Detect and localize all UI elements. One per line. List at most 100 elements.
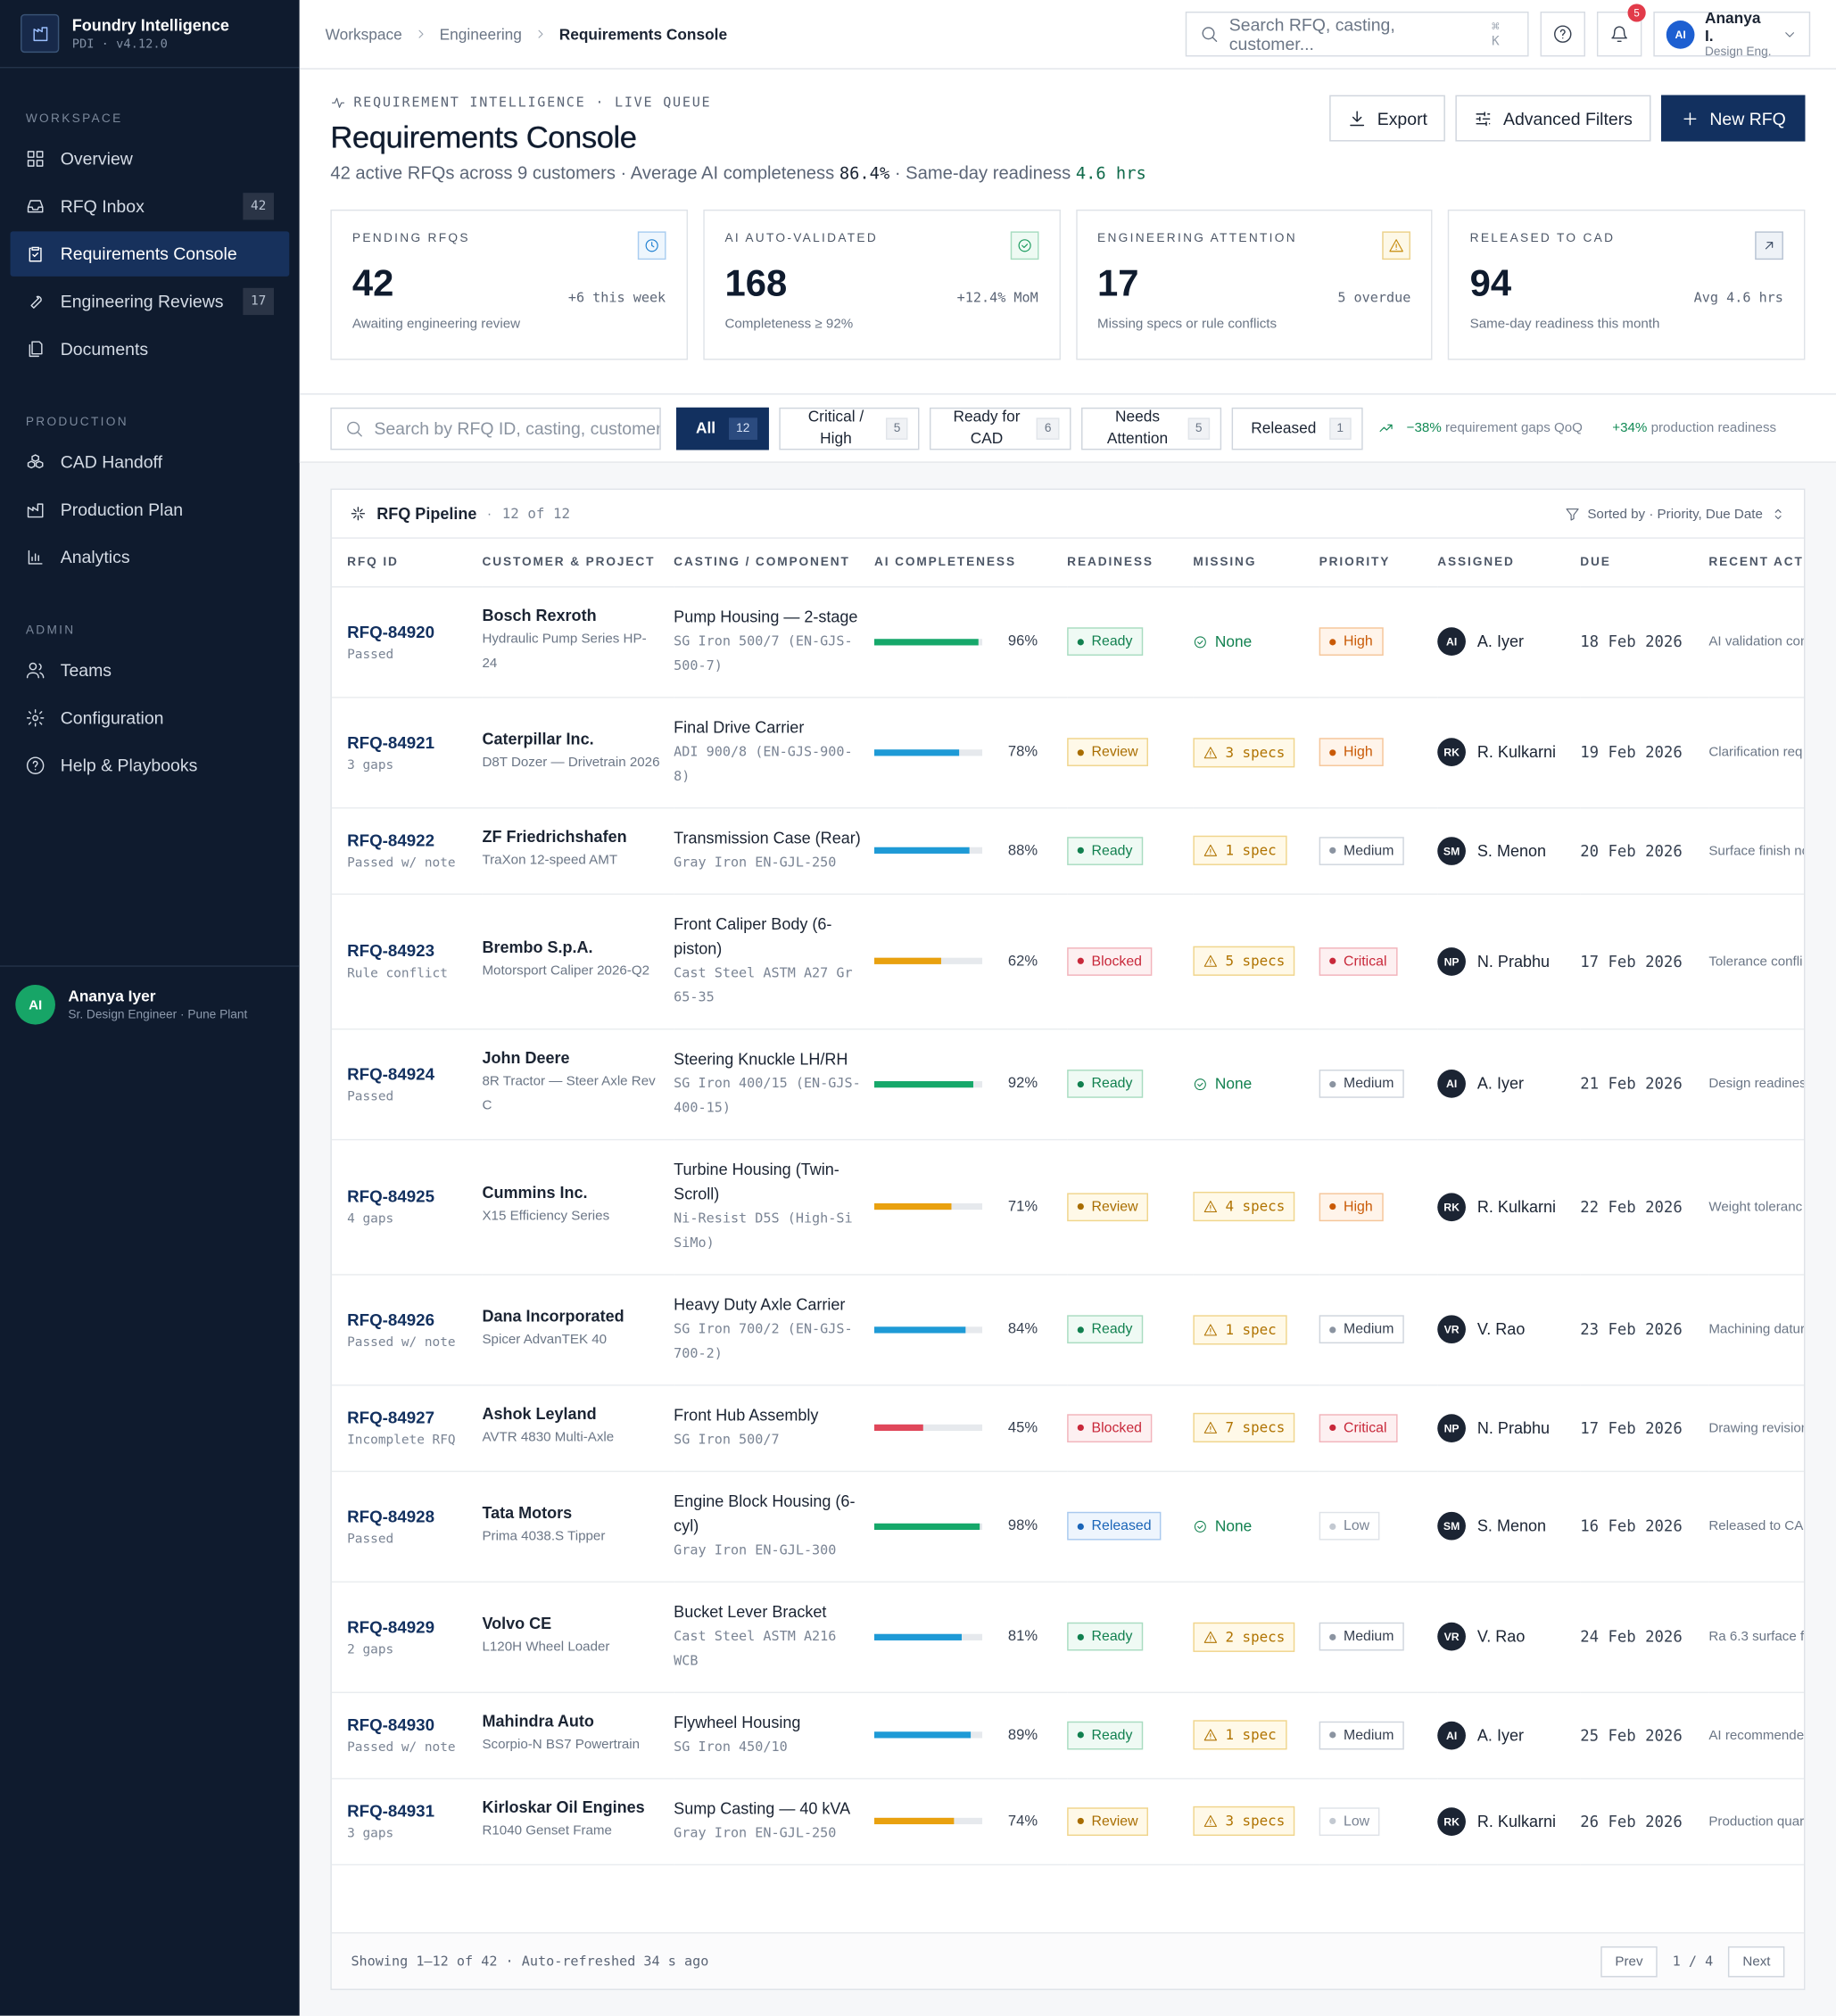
completeness-label: 84% (1007, 1321, 1038, 1337)
nav-item[interactable]: Analytics (11, 535, 290, 580)
completeness-label: 71% (1007, 1198, 1038, 1215)
nav-item[interactable]: Production Plan (11, 487, 290, 532)
nav-item[interactable]: CAD Handoff (11, 440, 290, 484)
readiness-label: Review (1091, 744, 1138, 760)
cell-readiness: Review (1067, 697, 1194, 808)
filter-chip[interactable]: Critical / High 5 (779, 407, 921, 450)
nav-item[interactable]: Teams (11, 648, 290, 692)
breadcrumb[interactable]: Engineering (439, 25, 522, 44)
breadcrumb[interactable]: Workspace (325, 25, 402, 44)
sort-control[interactable]: Sorted by · Priority, Due Date (1564, 506, 1785, 521)
cell-casting: Bucket Lever Bracket Cast Steel ASTM A216… (674, 1581, 875, 1693)
prev-button[interactable]: Prev (1600, 1946, 1658, 1977)
rfq-id[interactable]: RFQ-84928 (347, 1506, 435, 1525)
rfq-row[interactable]: RFQ-84920 Passed Bosch Rexroth Hydraulic Pu… (331, 586, 1804, 698)
user-menu[interactable]: AI Ananya I. Design Eng. (1653, 9, 1811, 59)
rfq-row[interactable]: RFQ-84928 Passed Tata Motors Prima 4038.S T… (331, 1470, 1804, 1582)
kpi-card: ENGINEERING ATTENTION 17 5 overdue Missing … (1075, 209, 1433, 360)
filter-chip[interactable]: Released 1 (1231, 407, 1363, 450)
nav-item[interactable]: Configuration (11, 696, 290, 740)
filter-chip[interactable]: All 12 (676, 407, 769, 450)
casting: Final Drive Carrier (674, 717, 805, 737)
icon (1203, 1421, 1218, 1434)
header-row: RFQ ID CUSTOMER & PROJECT CASTING / COMPON… (331, 538, 1804, 587)
rfq-row[interactable]: RFQ-84924 Passed John Deere 8R Tractor — St… (331, 1028, 1806, 1140)
icon (1611, 26, 1627, 43)
filter-chip[interactable]: Needs Attention 5 (1080, 407, 1222, 450)
search-placeholder: Search RFQ, casting, customer... (1228, 14, 1395, 54)
assignee: VR V. Rao (1437, 1315, 1567, 1344)
cell-casting: Front Hub Assembly SG Iron 500/7 (674, 1384, 875, 1472)
panel-title: RFQ Pipeline (376, 504, 477, 523)
nav-item[interactable]: Overview (11, 136, 290, 181)
rfq-row[interactable]: RFQ-84922 Passed w/ note ZF Friedrichshafe… (331, 807, 1804, 895)
readiness-badge: Review (1067, 1192, 1149, 1221)
rfq-row[interactable]: RFQ-84923 Rule conflict Brembo S.p.A. Motor… (331, 893, 1804, 1029)
rfq-id[interactable]: RFQ-84924 (347, 1063, 435, 1084)
sidebar-user[interactable]: AI Ananya Iyer Sr. Design Engineer · Pune … (0, 965, 300, 1042)
rfq-row[interactable]: RFQ-84926 Passed w/ note Dana Incorporated… (331, 1274, 1804, 1385)
icon (1389, 239, 1404, 252)
rfq-id[interactable]: RFQ-84925 (347, 1186, 435, 1206)
dot (1077, 957, 1084, 964)
cell-missing: None (1193, 586, 1319, 698)
assignee-name: N. Prabhu (1476, 952, 1551, 971)
recent-activity: AI recommende (1708, 1727, 1805, 1743)
recent-activity: Design readines (1708, 1076, 1806, 1092)
cell-customer: Volvo CE L120H Wheel Loader (482, 1581, 674, 1693)
table-search[interactable]: Search by RFQ ID, casting, customer or m… (330, 407, 662, 450)
rfq-row[interactable]: RFQ-84921 3 gaps Caterpillar Inc. D8T Dozer… (331, 697, 1804, 808)
global-search[interactable]: Search RFQ, casting, customer... ⌘ K (1185, 11, 1529, 57)
user-text: Ananya I. Design Eng. (1705, 9, 1772, 59)
rfq-row[interactable]: RFQ-84929 2 gaps Volvo CE L120H Wheel Loade… (331, 1581, 1804, 1693)
cell-casting: Heavy Duty Axle Carrier SG Iron 700/2 (EN… (674, 1274, 875, 1385)
rfq-row[interactable]: RFQ-84925 4 gaps Cummins Inc. X15 Efficienc… (331, 1138, 1804, 1275)
section-title: ADMIN (25, 623, 76, 638)
rfq-id[interactable]: RFQ-84920 (347, 621, 435, 641)
cell-assigned: NP N. Prabhu (1437, 1384, 1581, 1472)
cell-missing: 1 spec (1193, 1691, 1319, 1779)
rfq-row[interactable]: RFQ-84927 Incomplete RFQ Ashok Leyland AVTR… (331, 1384, 1804, 1472)
icon (1350, 110, 1365, 126)
nav-item[interactable]: Documents (11, 326, 290, 371)
icon (29, 246, 42, 262)
header-button[interactable]: Advanced Filters (1455, 95, 1651, 142)
nav-item[interactable]: RFQ Inbox 42 (11, 184, 290, 228)
nav-label: CAD Handoff (60, 452, 163, 472)
next-button[interactable]: Next (1728, 1946, 1785, 1977)
header-button[interactable]: Export (1329, 95, 1446, 142)
missing-label: 3 specs (1225, 1813, 1286, 1830)
nav-label: Documents (60, 339, 149, 359)
rfq-row[interactable]: RFQ-84930 Passed w/ note Mahindra Auto Scor… (331, 1691, 1805, 1779)
rfq-id[interactable]: RFQ-84929 (347, 1616, 435, 1636)
nav-item[interactable]: Help & Playbooks (11, 743, 290, 788)
cell-due: 25 Feb 2026 (1580, 1691, 1709, 1779)
cell-casting: Front Caliper Body (6-piston) Cast Steel … (674, 893, 875, 1029)
nav-item[interactable]: Requirements Console (10, 231, 290, 277)
kpi-label: AI AUTO-VALIDATED (724, 231, 879, 246)
nav-label: Analytics (60, 547, 130, 567)
rfq-id[interactable]: RFQ-84922 (347, 830, 435, 850)
help-button[interactable] (1540, 11, 1585, 57)
rfq-id[interactable]: RFQ-84927 (347, 1408, 435, 1427)
rfq-id[interactable]: RFQ-84926 (347, 1309, 435, 1329)
completeness: 92% (874, 1076, 1054, 1092)
rfq-id[interactable]: RFQ-84930 (347, 1714, 435, 1735)
rfq-id[interactable]: RFQ-84931 (347, 1801, 435, 1821)
header-button[interactable]: New RFQ (1660, 95, 1806, 142)
assignee: NP N. Prabhu (1437, 946, 1567, 976)
subtitle-part: · Same-day readiness (889, 161, 1076, 183)
nav-item[interactable]: Engineering Reviews 17 (11, 279, 290, 324)
brand-text: Foundry Intelligence PDI · v4.12.0 (72, 16, 229, 51)
main: Workspace Engineering Requirements Console… (299, 0, 1836, 2016)
filter-chip[interactable]: Ready for CAD 6 (930, 407, 1071, 450)
rfq-id[interactable]: RFQ-84921 (347, 731, 435, 752)
cell-completeness: 98% (874, 1470, 1068, 1582)
dot (1077, 638, 1084, 645)
rfq-id[interactable]: RFQ-84923 (347, 940, 435, 961)
dot (1077, 1523, 1084, 1530)
casting: Transmission Case (Rear) (674, 828, 861, 847)
cell-missing: 3 specs (1193, 1778, 1319, 1865)
rfq-row[interactable]: RFQ-84931 3 gaps Kirloskar Oil Engines R104… (331, 1778, 1804, 1865)
notifications-button[interactable]: 5 (1596, 4, 1646, 57)
